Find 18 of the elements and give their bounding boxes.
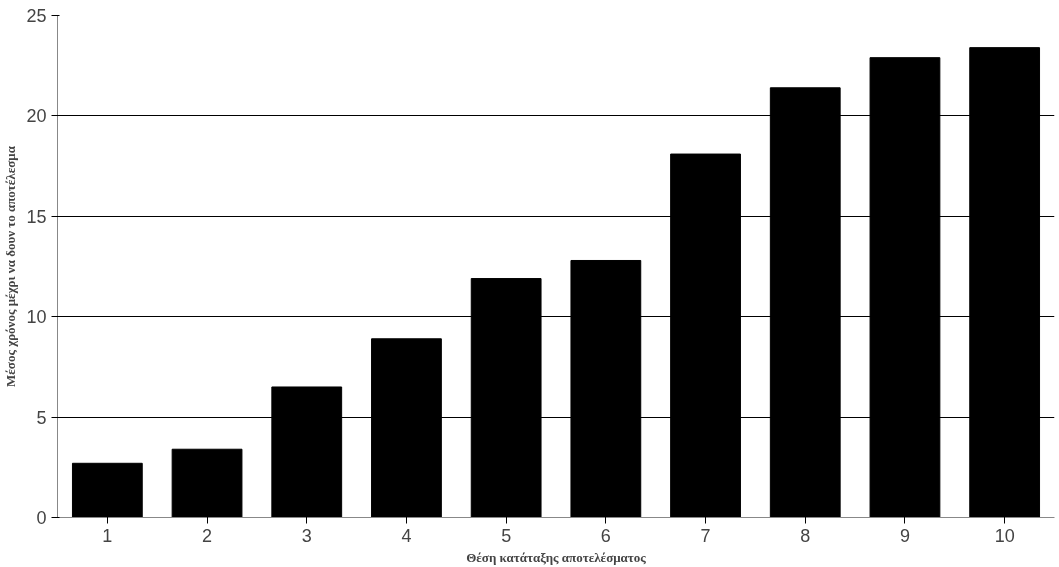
y-tick-label: 0 [36, 508, 47, 528]
y-tick-label: 15 [26, 206, 47, 227]
x-axis-title: Θέση κατάταξης αποτελέσματος [466, 549, 647, 565]
y-tick-label: 10 [26, 307, 47, 328]
x-tick-label: 3 [301, 525, 312, 546]
x-tick-label: 9 [899, 525, 910, 546]
x-tick-label: 7 [700, 525, 711, 546]
x-tick-label: 2 [202, 525, 213, 546]
y-tick-label: 25 [26, 6, 47, 26]
x-tick-label: 10 [994, 525, 1015, 546]
x-tick-label: 4 [401, 525, 412, 546]
y-tick-label: 20 [26, 106, 47, 127]
y-axis-title: Μέσος χρόνος μέχρι να δουν το αποτέλεσμα [3, 145, 19, 387]
x-tick-label: 6 [600, 525, 611, 546]
x-tick-label: 8 [800, 525, 811, 546]
x-tick-label: 1 [102, 525, 113, 546]
y-tick-label: 5 [36, 407, 47, 428]
x-tick-label: 5 [501, 525, 512, 546]
